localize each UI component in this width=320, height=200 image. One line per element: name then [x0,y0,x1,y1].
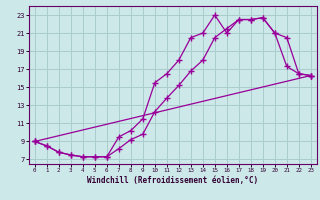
X-axis label: Windchill (Refroidissement éolien,°C): Windchill (Refroidissement éolien,°C) [87,176,258,185]
